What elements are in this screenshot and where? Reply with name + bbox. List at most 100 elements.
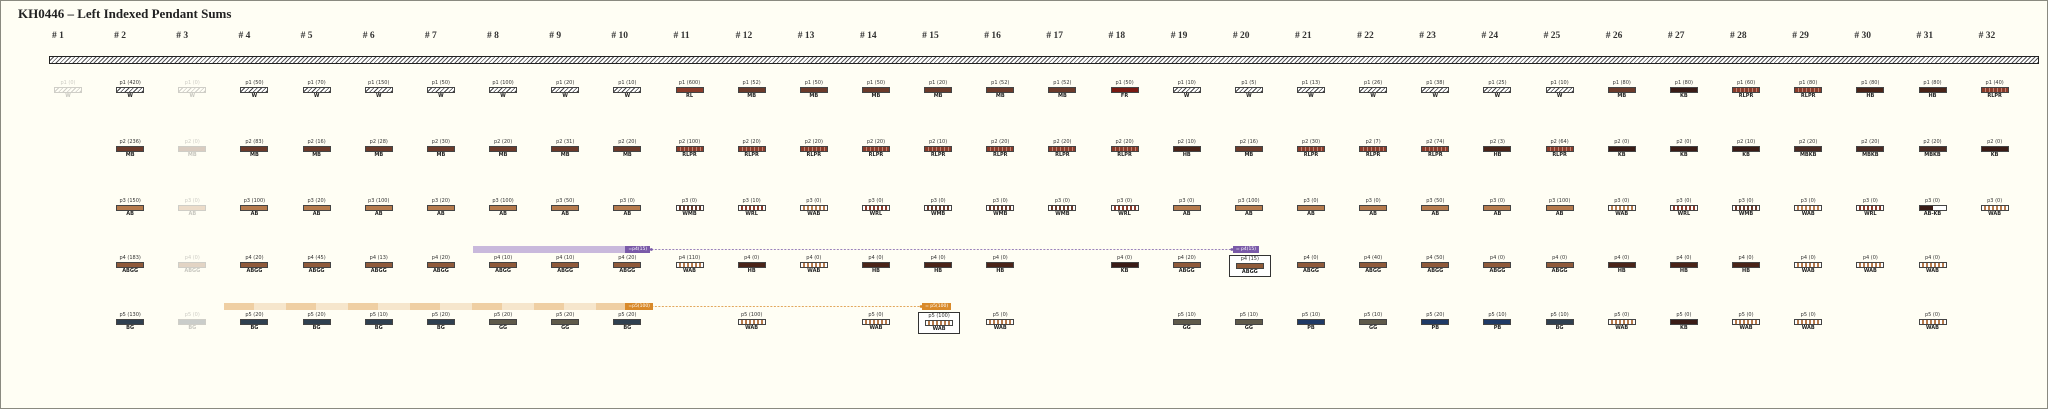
color-swatch <box>54 87 82 93</box>
color-swatch <box>302 262 331 268</box>
pendant-label: p2 (10) <box>1177 139 1196 145</box>
pendant-label: p4 (0) <box>1552 255 1568 261</box>
column-number: # 30 <box>1854 31 1871 41</box>
color-code: AB-KB <box>1923 211 1942 217</box>
pendant-label: p1 (50) <box>866 80 886 86</box>
color-swatch <box>737 262 766 268</box>
color-swatch <box>240 262 269 268</box>
color-swatch <box>1359 205 1388 211</box>
pendant-cell: p1 (80) MB <box>1602 80 1642 100</box>
pendant-label: p2 (20) <box>1923 139 1942 145</box>
pendant-cell: p1 (80) HB <box>1913 80 1953 100</box>
color-code: MB <box>1244 152 1254 158</box>
pendant-cell: p5 (0) BG <box>172 312 212 332</box>
pendant-cell: p2 (236) MB <box>110 139 150 159</box>
pendant-cell: p3 (20) AB <box>421 198 461 218</box>
pendant-cell: p2 (20) MB <box>607 139 647 159</box>
color-swatch <box>1669 146 1698 152</box>
pendant-label: p1 (60) <box>1736 80 1756 86</box>
pendant-label: p4 (40) <box>1364 255 1383 261</box>
pendant-label: p3 (0) <box>619 198 635 204</box>
pendant-label: p4 (0) <box>1800 255 1816 261</box>
pendant-label: p3 (0) <box>681 198 698 204</box>
pendant-label: p2 (30) <box>431 139 450 145</box>
pendant-label: p4 (0) <box>806 255 822 261</box>
pendant-label: p2 (236) <box>119 139 141 145</box>
pendant-cell: p3 (0) WRL <box>1105 198 1145 218</box>
color-swatch <box>1607 262 1636 268</box>
color-code: WAB <box>683 268 696 274</box>
pendant-cell: p1 (13) W <box>1291 80 1331 100</box>
color-swatch <box>986 87 1015 93</box>
pendant-label: p5 (10) <box>1239 312 1258 318</box>
color-code: ABGG <box>1551 268 1568 274</box>
color-swatch <box>240 205 269 211</box>
pendant-label: p2 (20) <box>618 139 637 145</box>
color-swatch <box>1918 319 1947 325</box>
pendant-label: p4 (0) <box>1924 255 1941 261</box>
color-swatch <box>1607 205 1636 211</box>
pendant-cell: p2 (10) HB <box>1167 139 1207 159</box>
color-code: ABGG <box>432 268 449 274</box>
color-swatch <box>240 146 269 152</box>
pendant-label: p1 (26) <box>1364 80 1383 86</box>
color-code: W <box>375 93 382 99</box>
pendant-label: p1 (50) <box>245 80 264 86</box>
color-swatch <box>1732 262 1761 268</box>
pendant-cell: p3 (100) AB <box>1229 198 1269 218</box>
column-number: # 10 <box>611 31 628 41</box>
pendant-cell: p5 (20) BG <box>421 312 461 332</box>
color-code: AB <box>374 211 383 217</box>
color-code: WAB <box>1926 268 1939 274</box>
pendant-label: p1 (52) <box>742 80 761 86</box>
pendant-cell: p3 (0) AB <box>1477 198 1517 218</box>
color-swatch <box>1483 262 1512 268</box>
color-code: AB <box>1307 211 1315 217</box>
pendant-label: p1 (80) <box>1923 80 1942 86</box>
color-swatch <box>1172 87 1201 93</box>
pendant-label: p2 (64) <box>1550 139 1569 145</box>
pendant-label: p3 (100) <box>1238 198 1260 204</box>
color-swatch <box>925 320 954 326</box>
color-swatch <box>1607 87 1636 93</box>
color-swatch <box>426 146 455 152</box>
color-swatch <box>1297 319 1325 325</box>
pendant-cell: p2 (28) MB <box>359 139 399 159</box>
column-number: # 11 <box>673 31 690 41</box>
color-code: WAB <box>869 325 883 331</box>
color-code: ABGG <box>619 268 636 274</box>
color-swatch <box>1483 146 1512 152</box>
color-swatch <box>1856 205 1885 211</box>
pendant-label: p1 (600) <box>678 80 701 86</box>
color-swatch <box>489 146 518 152</box>
pendant-label: p2 (20) <box>1115 139 1134 145</box>
color-code: WAB <box>1863 268 1877 274</box>
pendant-cell: p2 (16) MB <box>297 139 337 159</box>
column-number: # 17 <box>1046 31 1064 41</box>
color-swatch <box>799 146 828 152</box>
pendant-label: p1 (80) <box>1799 80 1818 86</box>
color-swatch <box>364 205 393 211</box>
pendant-cell: p3 (100) AB <box>234 198 274 218</box>
color-swatch <box>675 205 704 211</box>
color-code: HB <box>1493 152 1502 158</box>
pendant-label: p2 (20) <box>1053 139 1072 145</box>
color-swatch <box>364 87 393 93</box>
color-code: KB <box>1120 268 1129 274</box>
pendant-label: p3 (20) <box>431 198 450 204</box>
color-code: WMB <box>682 211 697 217</box>
pendant-label: p2 (0) <box>184 139 200 145</box>
color-swatch <box>364 319 393 325</box>
color-swatch <box>116 319 145 325</box>
pendant-label: p4 (45) <box>307 255 326 261</box>
column-number: # 5 <box>300 31 313 41</box>
pendant-cell: p2 (20) RLPR <box>732 139 772 159</box>
color-code: AB <box>499 211 507 217</box>
color-swatch <box>675 146 704 152</box>
pendant-label: p5 (10) <box>1301 312 1321 318</box>
color-swatch <box>1669 205 1698 211</box>
color-swatch <box>1980 146 2009 152</box>
color-code: W <box>1494 93 1501 99</box>
sum-link-dot <box>919 305 923 308</box>
